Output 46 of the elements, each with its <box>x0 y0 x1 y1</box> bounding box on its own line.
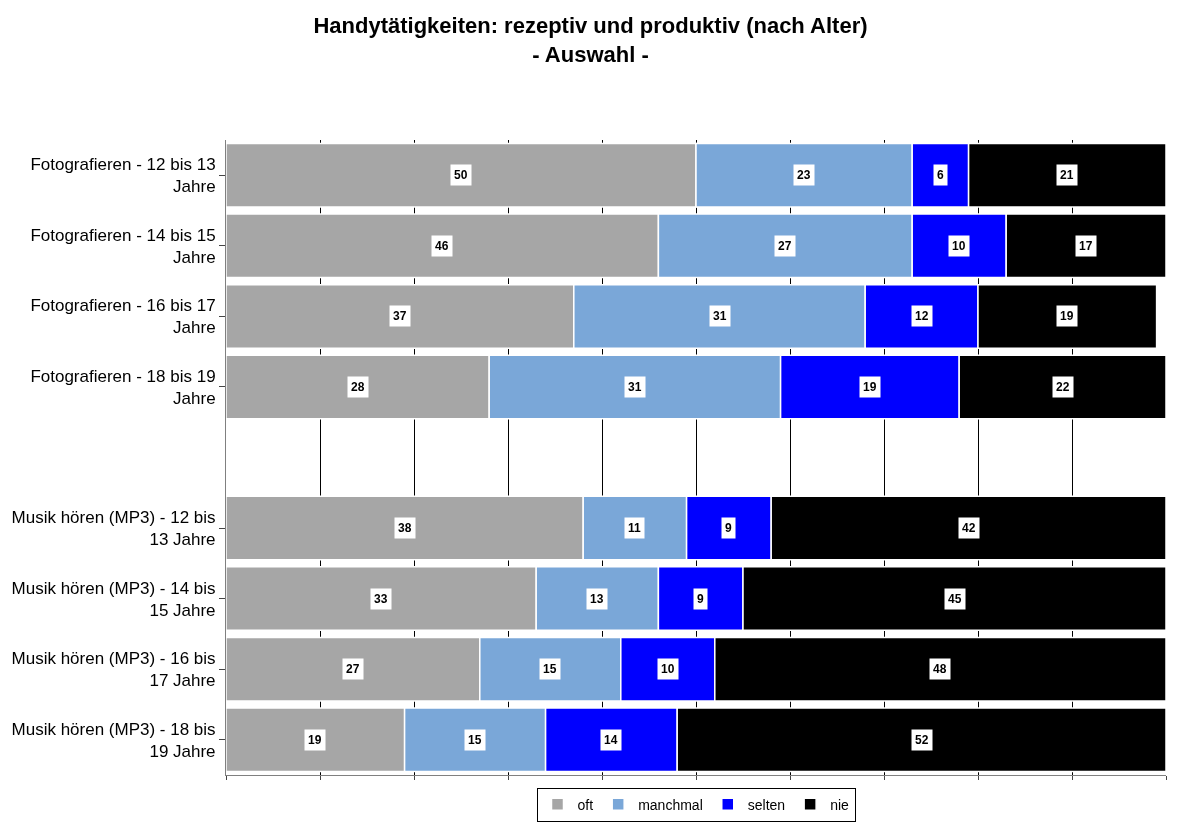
data-label: 45 <box>948 592 962 606</box>
data-label: 19 <box>1060 309 1074 323</box>
y-tick-label: Fotografieren - 14 bis 15 Jahre <box>30 225 216 267</box>
data-label: 9 <box>725 521 732 535</box>
data-label: 28 <box>351 380 365 394</box>
data-label: 11 <box>628 521 642 535</box>
data-label: 37 <box>393 309 407 323</box>
data-label: 33 <box>374 592 388 606</box>
legend-label: selten <box>747 796 786 813</box>
data-label: 50 <box>454 168 468 182</box>
chart-subtitle: - Auswahl - <box>532 41 649 67</box>
data-label: 31 <box>628 380 642 394</box>
y-tick-label: Musik hören (MP3) - 12 bis 13 Jahre <box>11 507 216 550</box>
data-label: 46 <box>435 239 449 253</box>
data-label: 23 <box>797 168 811 182</box>
data-label: 27 <box>778 239 792 253</box>
data-label: 6 <box>937 168 944 182</box>
y-tick-label: Musik hören (MP3) - 14 bis 15 Jahre <box>11 578 216 620</box>
data-label: 52 <box>915 733 929 747</box>
data-label: 10 <box>661 662 675 676</box>
data-label: 38 <box>398 521 412 535</box>
data-label: 22 <box>1056 380 1070 394</box>
data-label: 48 <box>933 662 947 676</box>
y-tick-label: Fotografieren - 12 bis 13 Jahre <box>30 155 216 197</box>
data-label: 15 <box>468 733 482 747</box>
data-label: 9 <box>697 592 704 606</box>
legend-label: nie <box>830 796 850 813</box>
y-tick-label: Fotografieren - 18 bis 19 Jahre <box>30 366 216 408</box>
data-label: 19 <box>863 380 877 394</box>
data-label: 17 <box>1079 239 1093 253</box>
data-label: 10 <box>952 239 966 253</box>
y-tick-label: Musik hören (MP3) - 18 bis 19 Jahre <box>11 719 216 761</box>
legend-label: oft <box>577 796 594 813</box>
y-tick-label: Musik hören (MP3) - 16 bis 17 Jahre <box>11 649 216 691</box>
legend-label: manchmal <box>638 796 703 813</box>
data-label: 13 <box>590 592 604 606</box>
y-tick-label: Fotografieren - 16 bis 17 Jahre <box>30 296 216 338</box>
data-label: 27 <box>346 662 360 676</box>
data-label: 14 <box>604 733 618 747</box>
chart-title: Handytätigkeiten: rezeptiv und produktiv (nach Alter) <box>313 13 868 39</box>
data-label: 12 <box>915 309 929 323</box>
data-label: 42 <box>962 521 976 535</box>
data-label: 15 <box>543 662 557 676</box>
data-label: 31 <box>713 309 727 323</box>
data-label: 21 <box>1060 168 1074 182</box>
data-label: 19 <box>308 733 322 747</box>
